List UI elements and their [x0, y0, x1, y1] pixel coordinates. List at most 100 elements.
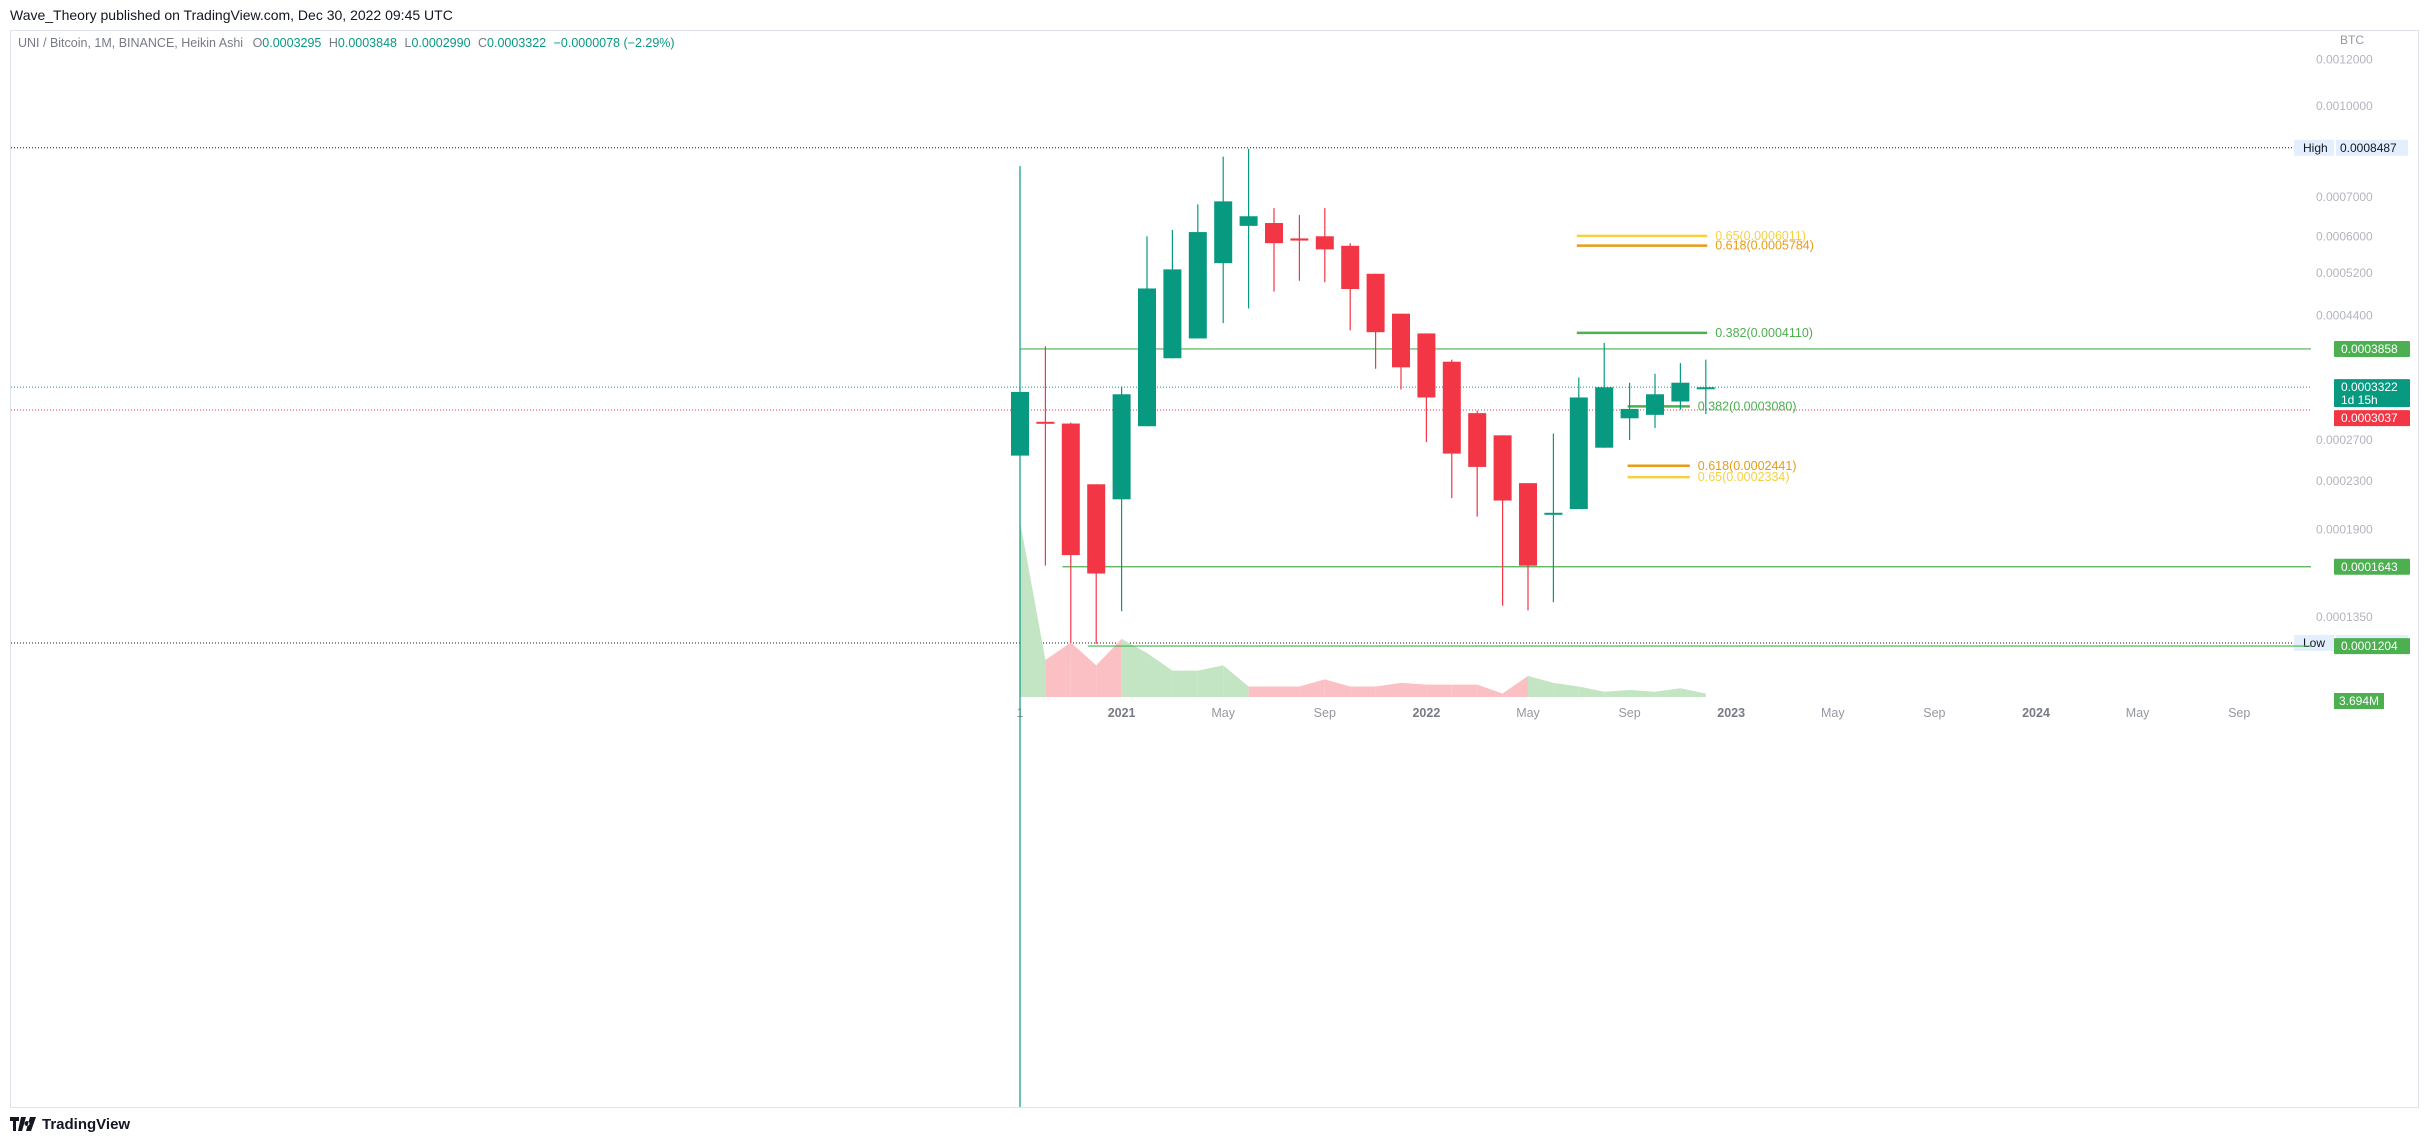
candle — [1036, 346, 1055, 566]
candle — [1442, 359, 1461, 499]
candle — [1468, 410, 1487, 517]
candle — [1569, 377, 1588, 510]
low-label: Low — [2303, 636, 2325, 650]
close-label: C — [478, 36, 488, 50]
change-value: −0.0000078 (−2.29%) — [553, 36, 675, 50]
x-tick-label: Sep — [2228, 706, 2250, 720]
candle-body — [1138, 288, 1156, 427]
x-tick-label: Sep — [1314, 706, 1336, 720]
candle — [1646, 373, 1664, 429]
volume-area — [1096, 638, 1122, 697]
y-tick-label: 0.0001900 — [2316, 523, 2373, 537]
high-value: 0.0003848 — [337, 36, 397, 50]
fib-level-label: 0.65(0.0006011) — [1715, 229, 1806, 243]
close-value: 0.0003322 — [487, 36, 547, 50]
high-badge — [2294, 139, 2334, 156]
x-tick-label: 2021 — [1108, 706, 1136, 720]
volume-area — [1578, 686, 1605, 697]
volume-area — [1172, 670, 1198, 697]
chart-frame[interactable]: 0.0012000 0.0010000 0.0007000 0.0006000 0.00… — [10, 30, 2419, 1108]
candle-body — [1595, 387, 1614, 448]
candle — [1061, 422, 1080, 643]
volume-area — [1477, 684, 1503, 697]
symbol-name: UNI / Bitcoin, 1M, BINANCE, Heikin Ashi — [18, 36, 244, 50]
volume-area — [1070, 642, 1097, 697]
candle — [1138, 236, 1156, 427]
candle-body — [1417, 333, 1436, 398]
brand-name: TradingView — [42, 1115, 131, 1133]
candle — [1519, 483, 1537, 611]
candle — [1544, 433, 1563, 603]
volume-area — [1248, 686, 1274, 697]
y-tick-label: 0.0006000 — [2316, 229, 2373, 243]
low-value: 0.0002990 — [411, 36, 471, 50]
candle-body — [1112, 394, 1131, 500]
low-badge — [2294, 635, 2334, 651]
candle-body — [1671, 382, 1690, 402]
low-label: L — [404, 36, 412, 50]
candle-body — [1569, 397, 1588, 510]
candle-body — [1696, 387, 1715, 390]
high-value: 0.0008487 — [2340, 141, 2397, 155]
y-tick-label: 0.0004400 — [2316, 308, 2373, 322]
open-label: O — [252, 36, 263, 50]
volume-area — [1655, 688, 1681, 697]
volume-area — [1274, 686, 1300, 697]
y-tick-label: 0.0012000 — [2316, 52, 2373, 66]
volume-area — [1147, 653, 1173, 697]
tradingview-logo-icon — [10, 1117, 36, 1131]
candle-body — [1519, 483, 1537, 566]
candle — [1011, 166, 1029, 1107]
volume-area — [1020, 521, 1046, 697]
volume-area — [1502, 675, 1528, 697]
candle-body — [1366, 273, 1385, 333]
volume-area — [1299, 679, 1325, 697]
price-tag-value: 0.0003858 — [2341, 342, 2398, 356]
candle — [1493, 435, 1512, 606]
volume-area — [1324, 679, 1351, 697]
high-label: High — [2303, 141, 2328, 155]
candle — [1087, 484, 1106, 644]
candle-body — [1239, 216, 1258, 226]
footer-brand[interactable]: TradingView — [10, 1112, 130, 1136]
candle-body — [1290, 238, 1309, 241]
volume-area — [1426, 684, 1452, 697]
price-chart[interactable]: 0.0012000 0.0010000 0.0007000 0.0006000 0.00… — [11, 31, 2418, 1107]
volume-area — [1680, 688, 1706, 697]
price-tag — [2334, 379, 2410, 408]
x-tick-label: May — [2126, 706, 2150, 720]
candle-body — [1392, 313, 1410, 368]
y-tick-label: 0.0002700 — [2316, 433, 2373, 447]
candle — [1671, 363, 1690, 410]
y-tick-label: 0.0002300 — [2316, 474, 2373, 488]
x-tick-label: May — [1516, 706, 1540, 720]
candle — [1696, 359, 1715, 414]
fib-level-label: 0.382(0.0004110) — [1715, 326, 1813, 340]
candle — [1112, 386, 1131, 612]
candle-body — [1442, 361, 1461, 454]
volume-area — [1553, 682, 1579, 697]
price-tag — [2334, 638, 2410, 655]
x-tick-label: May — [1821, 706, 1845, 720]
y-tick-label: 0.0010000 — [2316, 99, 2373, 113]
candle-body — [1188, 232, 1207, 339]
volume-area — [1451, 684, 1478, 697]
volume-area — [1401, 682, 1427, 697]
candle — [1417, 333, 1436, 442]
candle — [1620, 382, 1639, 441]
fib-level-label: 0.618(0.0005784) — [1715, 239, 1814, 253]
candle-body — [1214, 201, 1233, 264]
price-tag-value: 0.0001643 — [2341, 560, 2398, 574]
volume-area — [1528, 675, 1554, 697]
candle — [1341, 243, 1360, 331]
candle-body — [1341, 245, 1360, 289]
symbol-legend: UNI / Bitcoin, 1M, BINANCE, Heikin Ashi … — [18, 36, 675, 50]
candle-body — [1036, 421, 1055, 424]
volume-area — [1223, 665, 1249, 697]
volume-badge — [2334, 693, 2384, 709]
open-value: 0.0003295 — [262, 36, 322, 50]
volume-area — [1197, 665, 1224, 697]
volume-area — [1629, 689, 1655, 697]
currency-label: BTC — [2340, 33, 2364, 47]
candle — [1595, 342, 1614, 448]
